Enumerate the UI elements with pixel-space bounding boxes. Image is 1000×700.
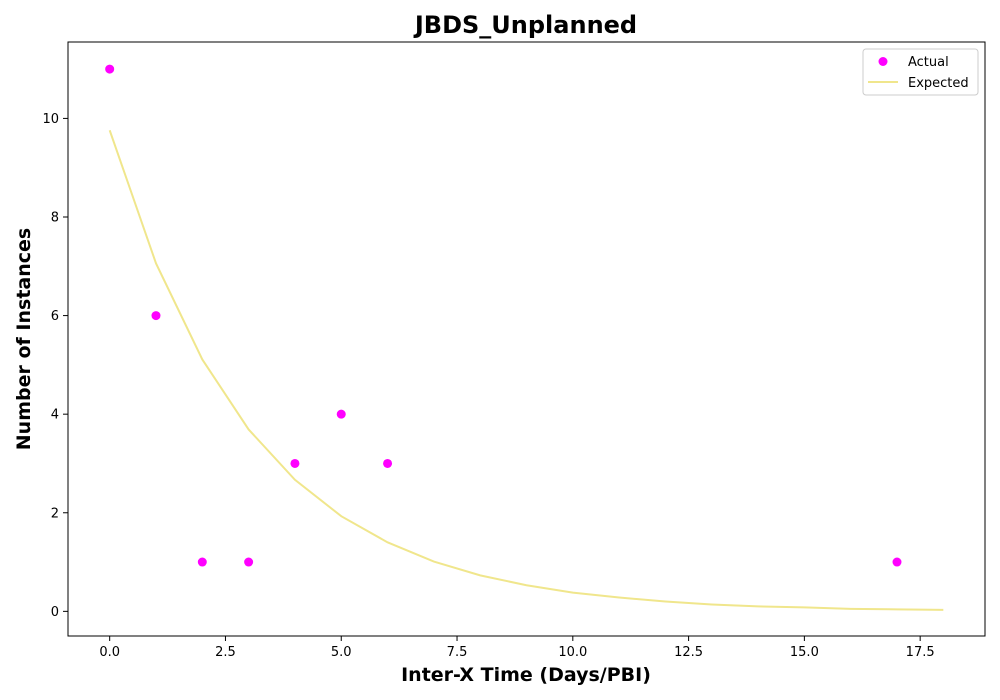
plot-area bbox=[68, 42, 985, 636]
actual-point bbox=[383, 458, 393, 468]
legend-marker-actual bbox=[878, 57, 888, 66]
legend-label-actual: Actual bbox=[908, 55, 949, 70]
y-axis-title: Number of Instances bbox=[13, 228, 35, 450]
y-tick-label: 0 bbox=[51, 605, 59, 620]
actual-series bbox=[105, 64, 902, 567]
y-tick-label: 4 bbox=[51, 408, 59, 423]
expected-line bbox=[108, 129, 944, 611]
legend-box bbox=[862, 48, 979, 96]
actual-point bbox=[336, 409, 346, 419]
y-tick-label: 8 bbox=[51, 210, 59, 225]
x-tick-label: 12.5 bbox=[674, 645, 703, 660]
x-axis-title: Inter-X Time (Days/PBI) bbox=[401, 664, 651, 686]
actual-point bbox=[244, 557, 254, 567]
y-axis-ticks: 0 2 4 6 8 10 bbox=[42, 112, 68, 620]
y-tick-label: 10 bbox=[42, 112, 59, 127]
x-tick-label: 5.0 bbox=[331, 645, 352, 660]
x-tick-label: 10.0 bbox=[558, 645, 587, 660]
x-tick-label: 17.5 bbox=[906, 645, 935, 660]
x-tick-label: 2.5 bbox=[215, 645, 236, 660]
y-tick-label: 6 bbox=[51, 309, 59, 324]
actual-point bbox=[197, 557, 207, 567]
x-tick-label: 7.5 bbox=[447, 645, 468, 660]
actual-point bbox=[151, 311, 161, 321]
legend-label-expected: Expected bbox=[908, 76, 969, 91]
actual-point bbox=[290, 458, 300, 468]
legend: Actual Expected bbox=[862, 48, 979, 96]
chart-title: JBDS_Unplanned bbox=[413, 11, 637, 39]
x-axis-ticks: 0.0 2.5 5.0 7.5 10.0 12.5 15.0 17.5 bbox=[99, 636, 935, 660]
x-tick-label: 15.0 bbox=[790, 645, 819, 660]
actual-point bbox=[105, 64, 115, 74]
y-tick-label: 2 bbox=[51, 506, 59, 521]
x-tick-label: 0.0 bbox=[99, 645, 120, 660]
plot-frame bbox=[67, 41, 986, 637]
expected-series bbox=[108, 129, 944, 611]
actual-point bbox=[892, 557, 902, 567]
